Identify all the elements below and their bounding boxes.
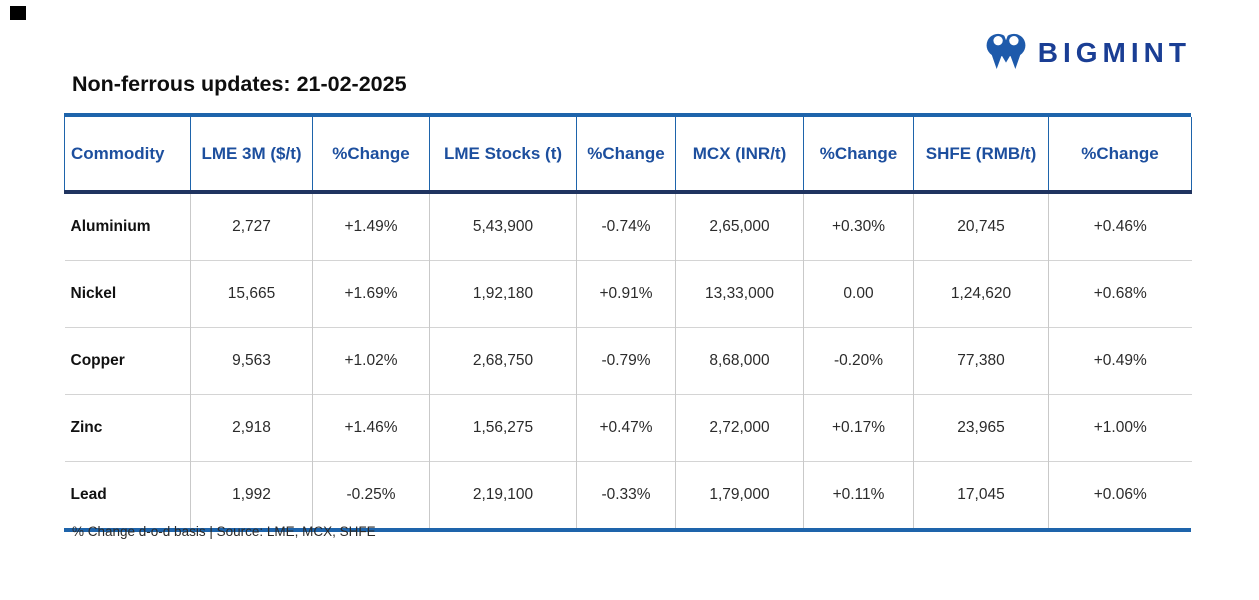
percent-change-cell: -0.25% (312, 461, 430, 528)
table-body: Aluminium 2,727 +1.49% 5,43,900 -0.74% 2,65,0… (64, 192, 1192, 528)
price-value-cell: 9,563 (190, 327, 313, 395)
price-value-cell: 8,68,000 (675, 327, 804, 395)
table-row: Lead 1,992 -0.25% 2,19,100 -0.33% 1,79,000 +0.… (64, 461, 1192, 528)
percent-change-cell: +1.49% (312, 192, 430, 261)
percent-change-cell: +0.47% (576, 394, 676, 462)
commodity-table: Commodity LME 3M ($/t) %Change LME Stocks (… (64, 117, 1192, 528)
commodity-name-cell: Copper (64, 327, 191, 395)
percent-change-cell: +1.69% (312, 260, 430, 328)
table-header: Commodity LME 3M ($/t) %Change LME Stocks (… (64, 117, 1192, 194)
price-value-cell: 2,68,750 (429, 327, 577, 395)
header-row: Commodity LME 3M ($/t) %Change LME Stocks (… (64, 117, 1192, 194)
price-value-cell: 2,918 (190, 394, 313, 462)
column-header: Commodity (64, 117, 191, 194)
commodity-name-cell: Lead (64, 461, 191, 528)
commodity-name-cell: Aluminium (64, 192, 191, 261)
percent-change-cell: -0.33% (576, 461, 676, 528)
column-header: %Change (803, 117, 914, 194)
table-container: Commodity LME 3M ($/t) %Change LME Stocks (… (64, 113, 1192, 532)
price-value-cell: 20,745 (913, 192, 1049, 261)
bigmint-logo-text: BIGMINT (1037, 36, 1191, 68)
table-row: Copper 9,563 +1.02% 2,68,750 -0.79% 8,68,000-… (64, 327, 1192, 395)
price-value-cell: 2,65,000 (675, 192, 804, 261)
percent-change-cell: +0.91% (576, 260, 676, 328)
table-row: Nickel 15,665 +1.69% 1,92,180 +0.91% 13,33,00… (64, 260, 1192, 328)
percent-change-cell: +0.30% (803, 192, 914, 261)
percent-change-cell: -0.79% (576, 327, 676, 395)
table-row: Aluminium 2,727 +1.49% 5,43,900 -0.74% 2,65,0… (64, 192, 1192, 261)
price-value-cell: 77,380 (913, 327, 1049, 395)
column-header: MCX (INR/t) (675, 117, 804, 194)
percent-change-cell: +1.02% (312, 327, 430, 395)
column-header: %Change (576, 117, 676, 194)
column-header: %Change (1048, 117, 1192, 194)
price-value-cell: 5,43,900 (429, 192, 577, 261)
price-value-cell: 2,19,100 (429, 461, 577, 528)
column-header: SHFE (RMB/t) (913, 117, 1049, 194)
price-value-cell: 1,56,275 (429, 394, 577, 462)
percent-change-cell: +1.46% (312, 394, 430, 462)
percent-change-cell: +0.11% (803, 461, 914, 528)
price-value-cell: 23,965 (913, 394, 1049, 462)
price-value-cell: 1,24,620 (913, 260, 1049, 328)
bigmint-logo: BIGMINT (983, 28, 1191, 77)
table-row: Zinc 2,918 +1.46% 1,56,275 +0.47% 2,72,000 +0.… (64, 394, 1192, 462)
commodity-name-cell: Nickel (64, 260, 191, 328)
price-value-cell: 13,33,000 (675, 260, 804, 328)
price-value-cell: 1,79,000 (675, 461, 804, 528)
percent-change-cell: +0.06% (1048, 461, 1192, 528)
price-value-cell: 2,727 (190, 192, 313, 261)
column-header: LME 3M ($/t) (190, 117, 313, 194)
price-value-cell: 17,045 (913, 461, 1049, 528)
percent-change-cell: +0.68% (1048, 260, 1192, 328)
page-title: Non-ferrous updates: 21-02-2025 (72, 72, 407, 96)
commodity-name-cell: Zinc (64, 394, 191, 462)
percent-change-cell: 0.00 (803, 260, 914, 328)
percent-change-cell: -0.20% (803, 327, 914, 395)
percent-change-cell: +0.46% (1048, 192, 1192, 261)
price-value-cell: 15,665 (190, 260, 313, 328)
percent-change-cell: +1.00% (1048, 394, 1192, 462)
percent-change-cell: +0.49% (1048, 327, 1192, 395)
bigmint-logo-icon (986, 33, 1026, 70)
price-value-cell: 2,72,000 (675, 394, 804, 462)
column-header: %Change (312, 117, 430, 194)
corner-artifact-mark (10, 6, 26, 20)
column-header: LME Stocks (t) (429, 117, 577, 194)
price-value-cell: 1,992 (190, 461, 313, 528)
percent-change-cell: -0.74% (576, 192, 676, 261)
price-value-cell: 1,92,180 (429, 260, 577, 328)
percent-change-cell: +0.17% (803, 394, 914, 462)
source-note: % Change d-o-d basis | Source: LME, MCX,… (72, 524, 376, 539)
